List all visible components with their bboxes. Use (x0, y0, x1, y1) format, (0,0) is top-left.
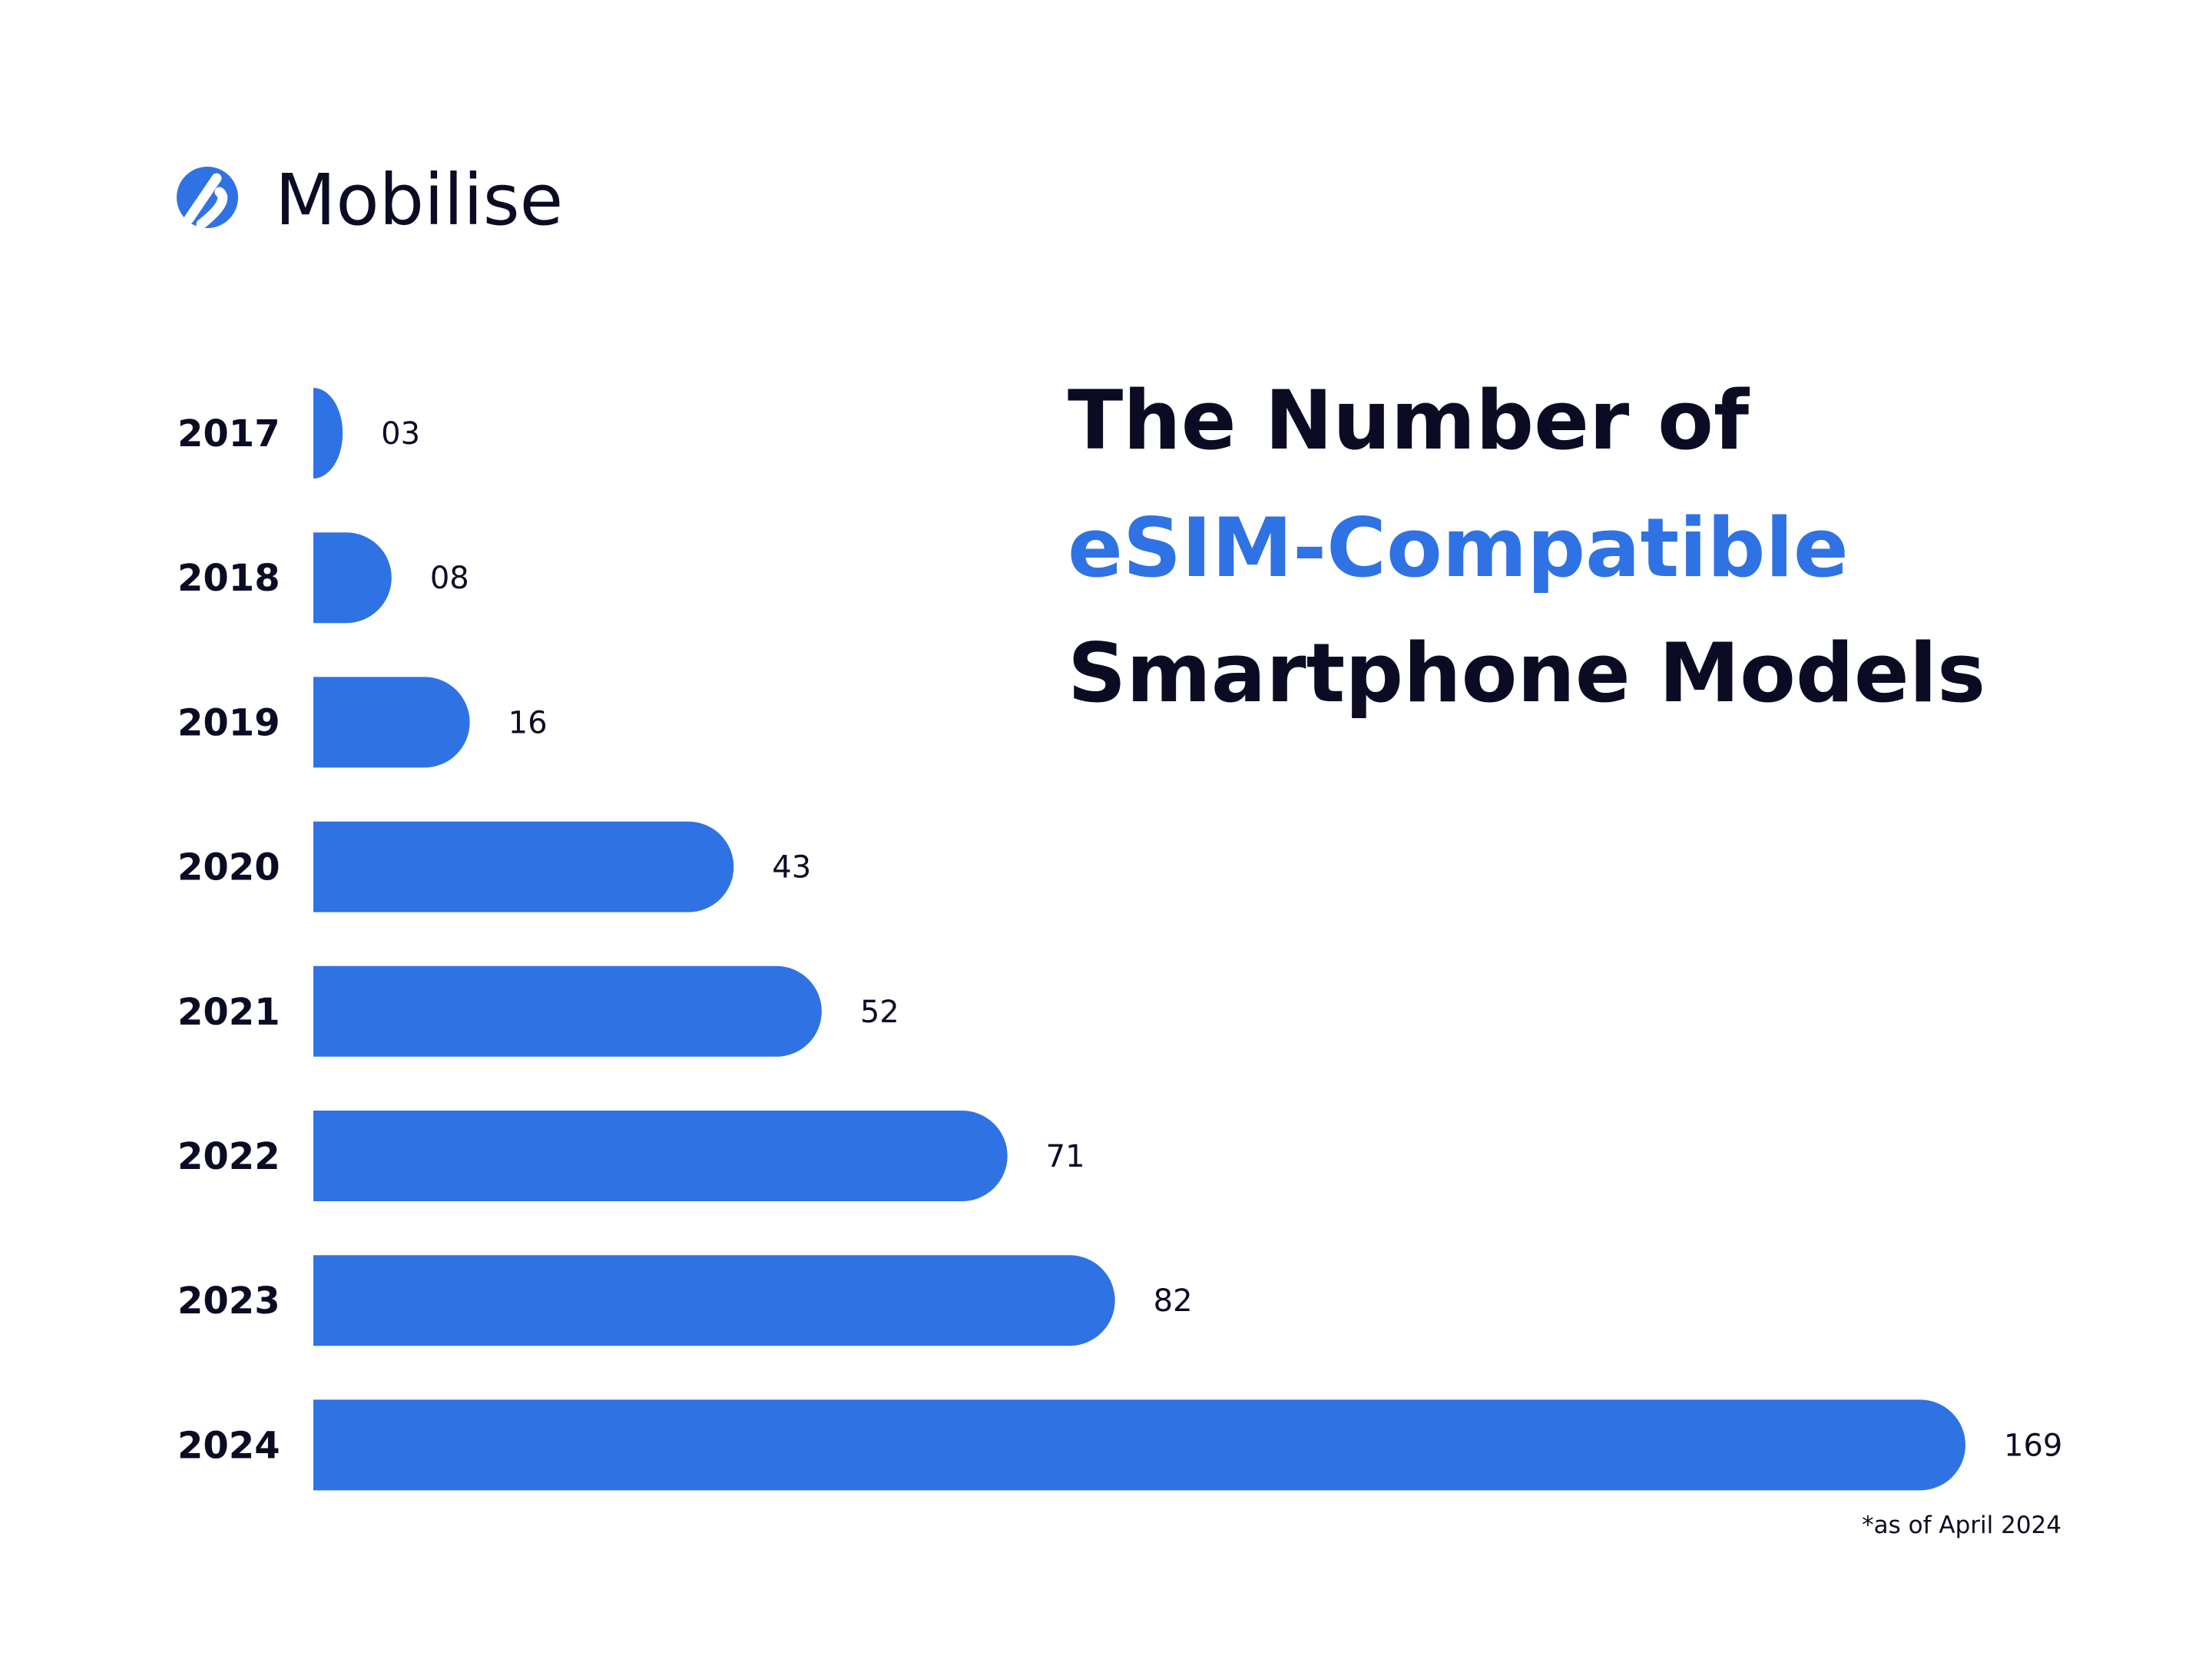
brand: Mobilise (275, 159, 563, 241)
category-label: 2023 (177, 1280, 280, 1323)
bar (313, 1399, 1965, 1491)
bar (313, 1111, 1008, 1201)
logo-icon (177, 167, 238, 230)
bar (313, 677, 470, 768)
value-label: 16 (508, 705, 548, 740)
bar (313, 965, 822, 1057)
value-label: 08 (430, 561, 469, 596)
category-label: 2020 (177, 846, 280, 889)
value-label: 169 (2004, 1428, 2062, 1463)
value-label: 03 (381, 416, 420, 452)
category-label: 2018 (177, 557, 280, 600)
category-label: 2021 (177, 991, 280, 1034)
bar (313, 1255, 1115, 1346)
category-label: 2019 (177, 701, 280, 744)
footnote: *as of April 2024 (1862, 1512, 2061, 1539)
bar (313, 532, 392, 624)
value-label: 43 (772, 850, 811, 886)
value-label: 82 (1154, 1283, 1193, 1319)
category-label: 2024 (177, 1424, 280, 1467)
value-label: 71 (1046, 1139, 1085, 1174)
chart-title: eSIM-Compatible (1068, 501, 1849, 595)
category-label: 2017 (177, 412, 280, 455)
chart-title: The Number of (1068, 373, 1750, 468)
chart-title: Smartphone Models (1068, 626, 1985, 720)
bar (313, 388, 343, 478)
category-label: 2022 (177, 1135, 280, 1178)
bar (313, 821, 734, 912)
value-label: 52 (860, 995, 899, 1030)
